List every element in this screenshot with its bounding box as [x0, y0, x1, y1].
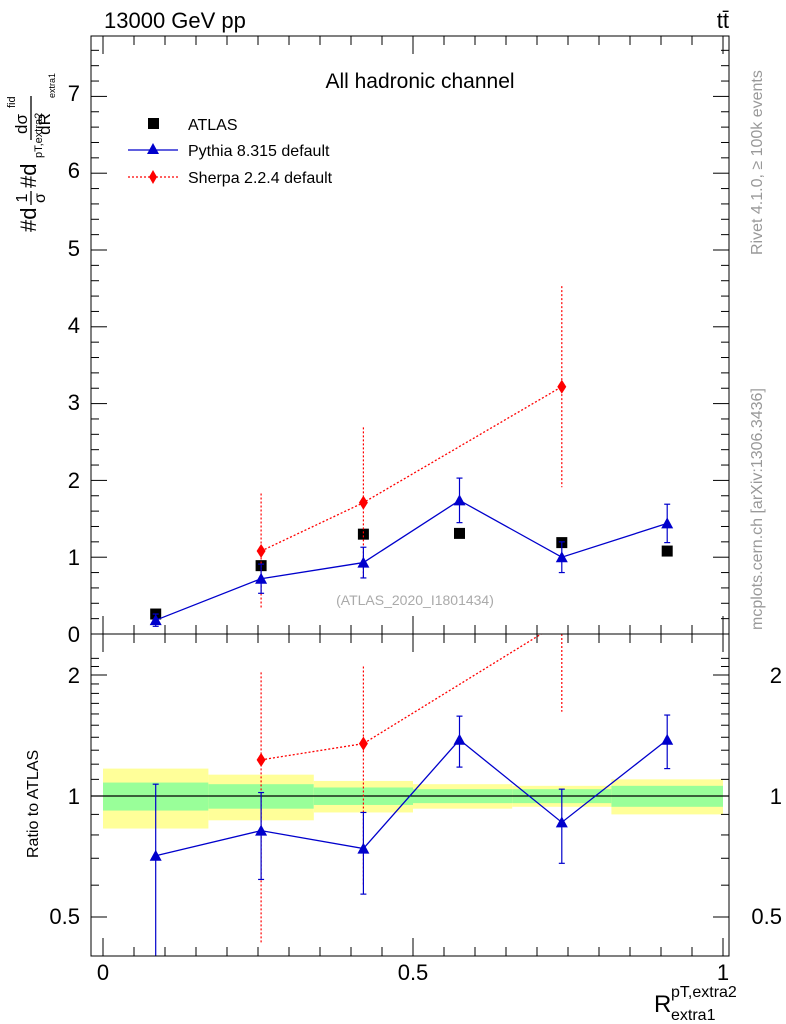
- y-tick-label-ratio-right: 0.5: [751, 904, 782, 929]
- svg-text:σ: σ: [32, 193, 49, 203]
- y-tick-label-main: 0: [68, 622, 80, 647]
- y-tick-label-main: 3: [68, 390, 80, 415]
- svg-text:R: R: [654, 991, 671, 1018]
- pythia-marker-ratio: [661, 733, 674, 745]
- pythia-marker: [661, 517, 674, 529]
- x-tick-label: 0.5: [398, 960, 429, 985]
- legend-pythia-marker: [147, 143, 159, 154]
- legend-pythia-label: Pythia 8.315 default: [188, 143, 330, 160]
- y-tick-label-main: 1: [68, 545, 80, 570]
- y-axis-label-main: #d 1 σ #d pT,extra2 dσ fid dR extra1: [6, 73, 57, 232]
- svg-text:extra1: extra1: [47, 73, 57, 98]
- sherpa-marker-ratio: [358, 736, 368, 751]
- svg-text:#d: #d: [16, 164, 41, 188]
- sherpa-line: [260, 386, 563, 552]
- sherpa-marker: [358, 495, 368, 510]
- x-tick-label: 0: [97, 960, 109, 985]
- svg-text:dR: dR: [35, 113, 54, 135]
- process-label: tt̄: [717, 8, 729, 33]
- y-tick-label-main: 7: [68, 81, 80, 106]
- y-tick-label-ratio: 1: [68, 784, 80, 809]
- y-tick-label-main: 4: [68, 313, 80, 338]
- rivet-label: Rivet 4.1.0, ≥ 100k events: [749, 70, 766, 255]
- legend: ATLAS Pythia 8.315 default Sherpa 2.2.4 …: [128, 117, 333, 187]
- svg-text:pT,extra2: pT,extra2: [671, 984, 737, 1001]
- y-tick-label-ratio-right: 2: [770, 663, 782, 688]
- legend-sherpa-marker: [149, 170, 157, 184]
- legend-atlas-marker: [148, 118, 159, 129]
- sherpa-marker-ratio: [557, 614, 566, 628]
- svg-text:#d: #d: [16, 208, 41, 232]
- svg-text:fid: fid: [6, 96, 18, 108]
- pythia-marker: [255, 572, 268, 584]
- pythia-marker-ratio: [255, 824, 268, 836]
- atlas-data-point: [661, 545, 673, 557]
- legend-atlas-label: ATLAS: [188, 117, 238, 134]
- y-tick-label-main: 5: [68, 236, 80, 261]
- sherpa-marker: [557, 379, 567, 394]
- chart-title: All hadronic channel: [325, 70, 514, 93]
- pythia-marker: [555, 551, 568, 563]
- pythia-marker-ratio: [357, 842, 370, 854]
- y-tick-label-ratio: 2: [68, 663, 80, 688]
- axis-ticks: [91, 36, 729, 956]
- y-tick-label-main: 6: [68, 158, 80, 183]
- energy-label: 13000 GeV pp: [104, 8, 246, 33]
- pythia-line: [155, 499, 668, 621]
- svg-text:dσ: dσ: [12, 114, 31, 134]
- ratio-frame: [90, 633, 730, 957]
- main-frame: [90, 35, 730, 635]
- pythia-marker: [149, 614, 162, 626]
- svg-text:1: 1: [14, 193, 31, 202]
- legend-sherpa-label: Sherpa 2.2.4 default: [188, 170, 333, 187]
- y-tick-label-ratio-right: 1: [770, 784, 782, 809]
- pythia-marker: [357, 556, 370, 568]
- atlas-data-point: [357, 528, 369, 540]
- svg-text:pT,extra2: pT,extra2: [33, 113, 45, 158]
- ratio-plot-data: [149, 614, 674, 956]
- y-axis-label-ratio: Ratio to ATLAS: [25, 750, 42, 858]
- main-plot-data: [149, 286, 674, 627]
- y-tick-label-main: 2: [68, 468, 80, 493]
- pythia-marker-ratio: [555, 816, 568, 828]
- sherpa-marker: [256, 544, 266, 559]
- sherpa-line-ratio: [260, 634, 543, 761]
- analysis-id: (ATLAS_2020_I1801434): [336, 592, 494, 608]
- svg-text:extra1: extra1: [671, 1007, 716, 1024]
- atlas-data-point: [454, 527, 465, 539]
- x-axis-label: R pT,extra2 extra1: [654, 984, 737, 1024]
- pythia-line-ratio: [155, 738, 668, 857]
- mcplots-label: mcplots.cern.ch [arXiv:1306.3436]: [749, 388, 766, 630]
- ratio-bands: [91, 768, 729, 829]
- pythia-marker-ratio: [453, 733, 466, 745]
- x-tick-label: 1: [717, 960, 729, 985]
- y-tick-label-ratio: 0.5: [49, 904, 80, 929]
- pythia-marker: [453, 494, 466, 506]
- pythia-marker-ratio: [149, 849, 162, 861]
- sherpa-marker-ratio: [256, 752, 266, 767]
